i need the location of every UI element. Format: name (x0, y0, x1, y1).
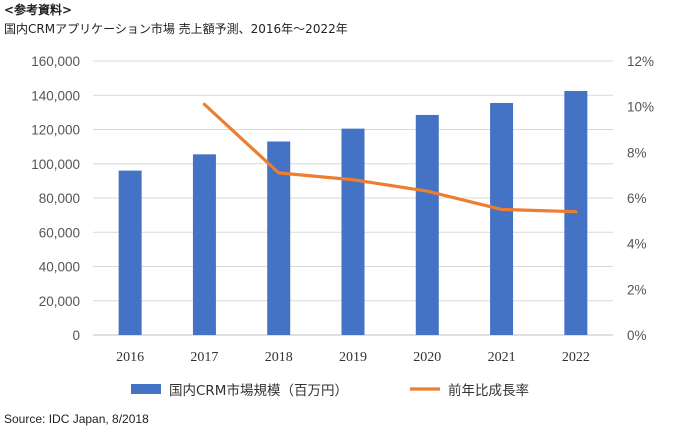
x-tick-label: 2021 (488, 350, 516, 365)
x-tick-label: 2017 (190, 350, 218, 365)
y-left-tick-label: 140,000 (31, 88, 80, 103)
y-left-tick-label: 0 (72, 328, 80, 343)
bar (490, 102, 514, 335)
legend-label-growth-rate: 前年比成長率 (448, 382, 529, 399)
y-right-tick-label: 4% (627, 237, 647, 252)
legend-swatch-market-size (131, 384, 161, 394)
bar (192, 154, 216, 335)
y-right-tick-label: 8% (627, 145, 647, 160)
x-tick-label: 2016 (116, 350, 144, 365)
y-right-tick-label: 6% (627, 191, 647, 206)
y-left-tick-label: 40,000 (39, 260, 80, 275)
legend-label-market-size: 国内CRM市場規模（百万円） (169, 382, 348, 399)
y-left-tick-label: 80,000 (39, 191, 80, 206)
x-tick-label: 2020 (413, 350, 441, 365)
y-right-tick-label: 12% (627, 54, 654, 69)
y-left-tick-label: 120,000 (31, 123, 80, 138)
source-note: Source: IDC Japan, 8/2018 (4, 412, 149, 426)
bar (341, 128, 365, 335)
x-tick-label: 2019 (339, 350, 367, 365)
growth-rate-line (202, 102, 578, 214)
reference-label: <参考資料> (4, 3, 73, 17)
y-right-tick-label: 10% (627, 100, 654, 115)
y-right-tick-label: 0% (627, 328, 647, 343)
x-tick-label: 2018 (265, 350, 293, 365)
bar (267, 141, 291, 335)
chart-title: 国内CRMアプリケーション市場 売上額予測、2016年～2022年 (4, 22, 348, 36)
y-left-tick-label: 100,000 (31, 157, 80, 172)
y-left-tick-label: 20,000 (39, 294, 80, 309)
y-right-tick-label: 2% (627, 282, 647, 297)
bar (415, 114, 439, 335)
y-left-tick-label: 160,000 (31, 54, 80, 69)
y-left-tick-label: 60,000 (39, 225, 80, 240)
bar (118, 170, 142, 335)
x-tick-label: 2022 (562, 350, 590, 365)
